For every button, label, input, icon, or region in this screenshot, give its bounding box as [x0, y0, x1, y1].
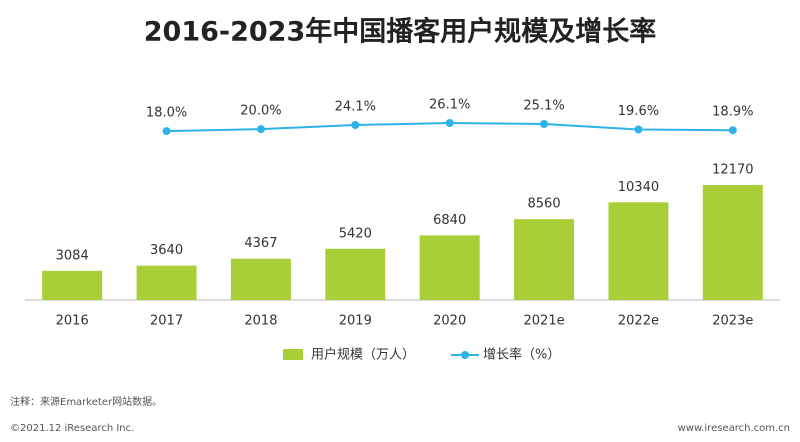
bar-value-label: 12170	[712, 163, 753, 178]
legend-label: 用户规模（万人）	[311, 347, 415, 363]
x-tick-label: 2023e	[712, 314, 753, 329]
legend-swatch	[283, 349, 303, 360]
bar-value-label: 3640	[150, 243, 183, 258]
legend-swatch	[461, 351, 470, 359]
line-point	[162, 127, 171, 136]
line-value-label: 19.6%	[618, 104, 659, 119]
note: 注释：来源Emarketer网站数据。	[10, 395, 162, 408]
line-value-label: 26.1%	[429, 98, 470, 113]
bar	[325, 248, 386, 300]
x-tick-label: 2016	[56, 314, 89, 329]
legend-label: 增长率（%）	[483, 347, 560, 363]
line-point	[256, 125, 265, 134]
bar	[136, 265, 197, 300]
line-value-label: 20.0%	[240, 104, 281, 119]
line-value-label: 24.1%	[335, 100, 376, 115]
line-value-label: 18.0%	[146, 106, 187, 121]
bar-value-label: 6840	[433, 213, 466, 228]
x-tick-label: 2018	[244, 314, 277, 329]
line-point	[634, 125, 643, 134]
copyright: ©2021.12 iResearch Inc.	[10, 423, 134, 434]
line-value-label: 25.1%	[523, 99, 564, 114]
x-tick-label: 2020	[433, 314, 466, 329]
line-point	[351, 121, 360, 129]
bar	[702, 185, 763, 300]
line-point	[445, 119, 454, 127]
website: www.iresearch.com.cn	[678, 423, 790, 434]
line-point	[540, 120, 549, 128]
bar	[514, 219, 575, 300]
bar	[608, 202, 669, 300]
chart-title: 2016-2023年中国播客用户规模及增长率	[144, 16, 657, 48]
x-tick-label: 2019	[339, 314, 372, 329]
x-tick-label: 2021e	[524, 314, 565, 329]
x-tick-label: 2017	[150, 314, 183, 329]
bar	[42, 270, 103, 300]
bar-value-label: 8560	[528, 197, 561, 212]
line-value-label: 18.9%	[712, 105, 753, 120]
bar	[230, 258, 291, 300]
bar-value-label: 3084	[56, 248, 89, 263]
x-tick-label: 2022e	[618, 314, 659, 329]
bar-value-label: 4367	[244, 236, 277, 251]
bar	[419, 235, 480, 300]
line-point	[728, 126, 737, 135]
bar-value-label: 10340	[618, 180, 659, 195]
bar-value-label: 5420	[339, 226, 372, 241]
